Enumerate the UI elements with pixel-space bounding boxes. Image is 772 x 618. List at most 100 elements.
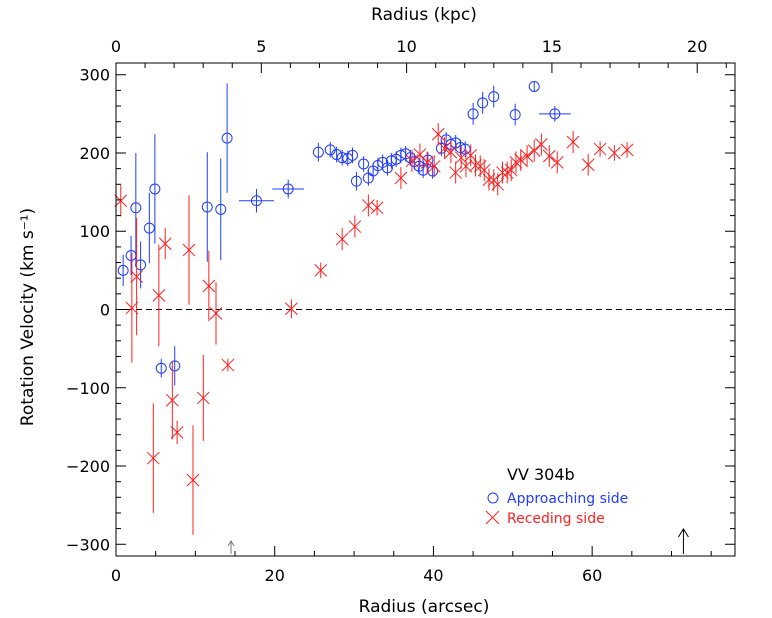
y-tick-label: −300: [66, 535, 110, 554]
x-marker-stroke: [469, 159, 482, 172]
x-marker-stroke: [362, 199, 375, 212]
approaching-point: [358, 156, 370, 172]
x-marker-stroke: [152, 289, 166, 302]
receding-point: [370, 199, 384, 216]
x-tick-label: 0: [111, 566, 121, 585]
x-marker-stroke: [165, 393, 179, 407]
circle-marker: [427, 165, 439, 177]
approaching-point: [477, 91, 489, 114]
circle-marker: [143, 222, 155, 234]
x-tick-label: 40: [423, 566, 443, 585]
receding-point: [581, 153, 595, 176]
x-marker-stroke: [482, 173, 496, 186]
circle-marker: [336, 152, 348, 164]
receding-point: [593, 141, 607, 157]
x-marker-stroke: [196, 391, 210, 405]
x-marker-stroke: [394, 171, 408, 185]
x-marker-stroke: [427, 159, 441, 173]
receding-point: [146, 403, 160, 513]
circle-marker: [155, 362, 167, 374]
approaching-point: [169, 346, 181, 386]
x-marker-stroke: [477, 163, 491, 177]
x-marker-stroke: [438, 141, 451, 155]
x-marker-stroke: [449, 166, 463, 179]
x-marker-stroke: [514, 153, 528, 167]
circle-marker: [331, 149, 343, 161]
top-x-tick-label: 5: [256, 37, 266, 56]
circle-marker: [221, 132, 233, 144]
approaching-point: [149, 134, 161, 244]
receding-point: [209, 282, 223, 345]
x-marker-stroke: [182, 243, 196, 257]
x-marker-stroke: [420, 156, 434, 169]
receding-point: [202, 250, 216, 322]
receding-point: [459, 155, 473, 178]
x-marker-stroke: [491, 177, 505, 191]
circle-marker: [312, 146, 324, 158]
receding-point: [527, 139, 541, 162]
legend-receding-label: Receding side: [507, 511, 605, 527]
receding-point: [130, 217, 143, 336]
x-marker-stroke: [186, 473, 200, 487]
approaching-point: [331, 146, 343, 163]
receding-point: [314, 262, 328, 279]
receding-point: [550, 151, 564, 174]
circle-marker: [488, 91, 500, 103]
x-marker-stroke: [125, 301, 139, 315]
approaching-point: [201, 152, 213, 262]
x-marker-stroke: [566, 135, 580, 149]
x-marker-stroke: [202, 279, 216, 293]
x-axis-title: Radius (arcsec): [359, 597, 490, 617]
circle-marker: [381, 162, 393, 174]
y-tick-label: 100: [79, 222, 110, 241]
legend: Approaching side Receding side: [485, 491, 628, 527]
circle-marker: [549, 108, 561, 120]
receding-point: [444, 141, 458, 164]
circle-marker: [215, 203, 227, 215]
receding-point: [438, 137, 451, 160]
x-marker-stroke: [509, 156, 523, 169]
receding-point: [496, 161, 509, 184]
approaching-point: [467, 102, 479, 125]
approaching-point: [215, 158, 227, 261]
circle-marker: [467, 108, 479, 120]
legend-circle-marker: [487, 492, 499, 504]
x-marker-stroke: [454, 151, 468, 165]
approaching-point: [130, 152, 142, 263]
x-marker-stroke: [535, 138, 548, 151]
receding-point: [449, 161, 463, 184]
galaxy-name-annotation: VV 304b: [507, 465, 575, 484]
x-marker-stroke: [459, 159, 473, 173]
x-marker-stroke: [221, 358, 235, 372]
approaching-point: [155, 358, 167, 378]
circle-marker: [346, 149, 358, 161]
y-tick-label: 200: [79, 144, 110, 163]
x-marker-stroke: [444, 145, 458, 159]
receding-point: [114, 185, 128, 217]
receding-point: [170, 420, 184, 445]
receding-point: [608, 145, 621, 161]
circle-marker: [130, 202, 142, 214]
circle-marker: [169, 360, 181, 372]
receding-point: [420, 151, 434, 174]
approaching-point: [488, 85, 500, 108]
approaching-point: [413, 158, 425, 175]
approaching-point: [272, 179, 305, 199]
receding-point: [221, 358, 235, 372]
x-marker-stroke: [314, 264, 328, 277]
approaching-point: [427, 163, 439, 179]
receding-point: [158, 228, 172, 260]
arrow-head: [227, 540, 235, 547]
x-marker-stroke: [405, 154, 419, 168]
top-x-tick-label: 0: [111, 37, 121, 56]
approaching-point: [538, 106, 571, 122]
receding-point: [431, 123, 445, 146]
data-points: [114, 80, 634, 535]
circle-marker: [358, 158, 370, 170]
receding-point: [165, 361, 179, 440]
approaching-point: [509, 103, 521, 126]
receding-point: [196, 354, 210, 441]
approaching-point: [346, 147, 358, 164]
approaching-series: [117, 80, 571, 386]
x-marker-stroke: [550, 156, 564, 169]
